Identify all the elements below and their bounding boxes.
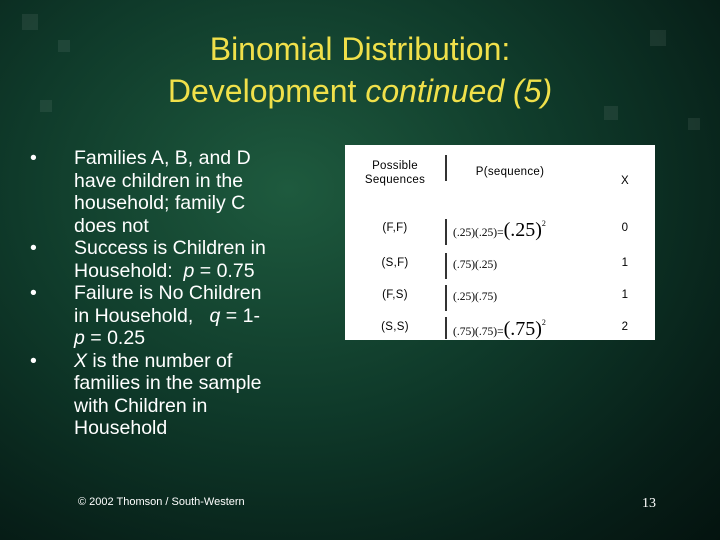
table-row-sequence: (F,F)	[382, 222, 408, 234]
bullet-line: have children in the	[74, 169, 244, 192]
table-row-x: 1	[621, 257, 629, 269]
variable-p: p	[74, 327, 85, 349]
bullet-line: Failure is No Children	[74, 282, 262, 304]
bullet-text: is the number of	[87, 349, 233, 372]
row-separator	[445, 253, 447, 279]
table-row-sequence: (S,F)	[381, 257, 409, 269]
prob-product: (.75)(.75)	[453, 326, 498, 338]
decor-square	[688, 118, 700, 130]
decor-square	[22, 14, 38, 30]
header-sequences-line-2: Sequences	[364, 174, 426, 186]
bullet-line: Household	[74, 417, 168, 439]
header-probability: P(sequence)	[475, 166, 545, 178]
bullet-item: • Success is Children in Household: p = …	[30, 237, 330, 282]
copyright-footer: © 2002 Thomson / South-Western	[78, 496, 245, 508]
table-row-probability: (.75)(.75)=(.75)2	[453, 318, 588, 341]
bullet-line: Success is Children in	[74, 237, 266, 259]
table-row-probability: (.25)(.75)	[453, 291, 498, 303]
sequence-table: Possible Sequences P(sequence) X (F,F) (…	[345, 145, 655, 340]
title-line-2-plain: Development	[167, 73, 366, 109]
prob-product: (.25)(.25)	[453, 227, 498, 239]
prob-power-exp: 2	[541, 219, 546, 228]
bullet-line: p = 0.25	[74, 327, 330, 350]
table-row-sequence: (S,S)	[381, 321, 409, 333]
table-row-probability: (.75)(.25)	[453, 259, 498, 271]
header-sequences-line-1: Possible	[372, 160, 418, 172]
bullet-line: with Children in	[74, 394, 208, 417]
row-separator	[445, 219, 447, 245]
decor-square	[604, 106, 618, 120]
variable-q: q	[209, 304, 221, 327]
variable-p: p	[183, 259, 195, 282]
prob-power-exp: 2	[541, 318, 546, 327]
bullet-line: does not	[74, 214, 149, 237]
table-row-x: 1	[621, 289, 629, 301]
title-line-2-italic: continued (5)	[365, 73, 553, 109]
row-separator	[445, 285, 447, 311]
page-number: 13	[642, 496, 656, 511]
bullet-item: • Failure is No Children in Household, q…	[30, 282, 330, 350]
bullet-marker: •	[30, 282, 37, 304]
row-separator	[445, 317, 447, 339]
table-row-probability: (.25)(.25)=(.25)2	[453, 219, 588, 242]
table-row-x: 0	[621, 222, 629, 234]
bullet-list: • Families A, B, and D have children in …	[30, 147, 330, 440]
title-line-2: Development continued (5)	[0, 70, 720, 112]
variable-x: X	[74, 349, 88, 372]
bullet-line: in Household, q = 1-	[74, 305, 330, 328]
bullet-line: X is the number of	[74, 350, 330, 373]
bullet-item: • X is the number of families in the sam…	[30, 350, 330, 440]
header-sequences: Possible Sequences	[350, 159, 440, 187]
bullet-text: Household:	[74, 259, 173, 282]
bullet-line: families in the sample	[74, 372, 262, 394]
bullet-text: in Household,	[74, 304, 194, 327]
decor-square	[650, 30, 666, 46]
bullet-item: • Families A, B, and D have children in …	[30, 147, 330, 237]
header-x: X	[621, 175, 629, 187]
prob-power-base: (.75)	[503, 318, 542, 340]
bullet-marker: •	[30, 147, 37, 169]
bullet-text: = 1-	[220, 304, 260, 327]
bullet-text: = 0.25	[84, 327, 146, 349]
slide-title: Binomial Distribution: Development conti…	[0, 28, 720, 112]
title-line-1: Binomial Distribution:	[209, 31, 511, 67]
table-row-x: 2	[621, 321, 629, 333]
prob-power-base: (.25)	[503, 219, 542, 241]
prob-equals: =	[497, 227, 504, 239]
table-row-sequence: (F,S)	[382, 289, 408, 301]
bullet-text: = 0.75	[194, 259, 255, 282]
decor-square	[58, 40, 70, 52]
bullet-marker: •	[30, 349, 37, 372]
bullet-line: household; family C	[74, 192, 246, 214]
prob-equals: =	[497, 326, 504, 338]
decor-square	[40, 100, 52, 112]
bullet-line: Household: p = 0.75	[74, 260, 330, 283]
bullet-line: Families A, B, and D	[74, 147, 251, 169]
bullet-marker: •	[30, 237, 37, 259]
header-separator	[445, 155, 447, 181]
